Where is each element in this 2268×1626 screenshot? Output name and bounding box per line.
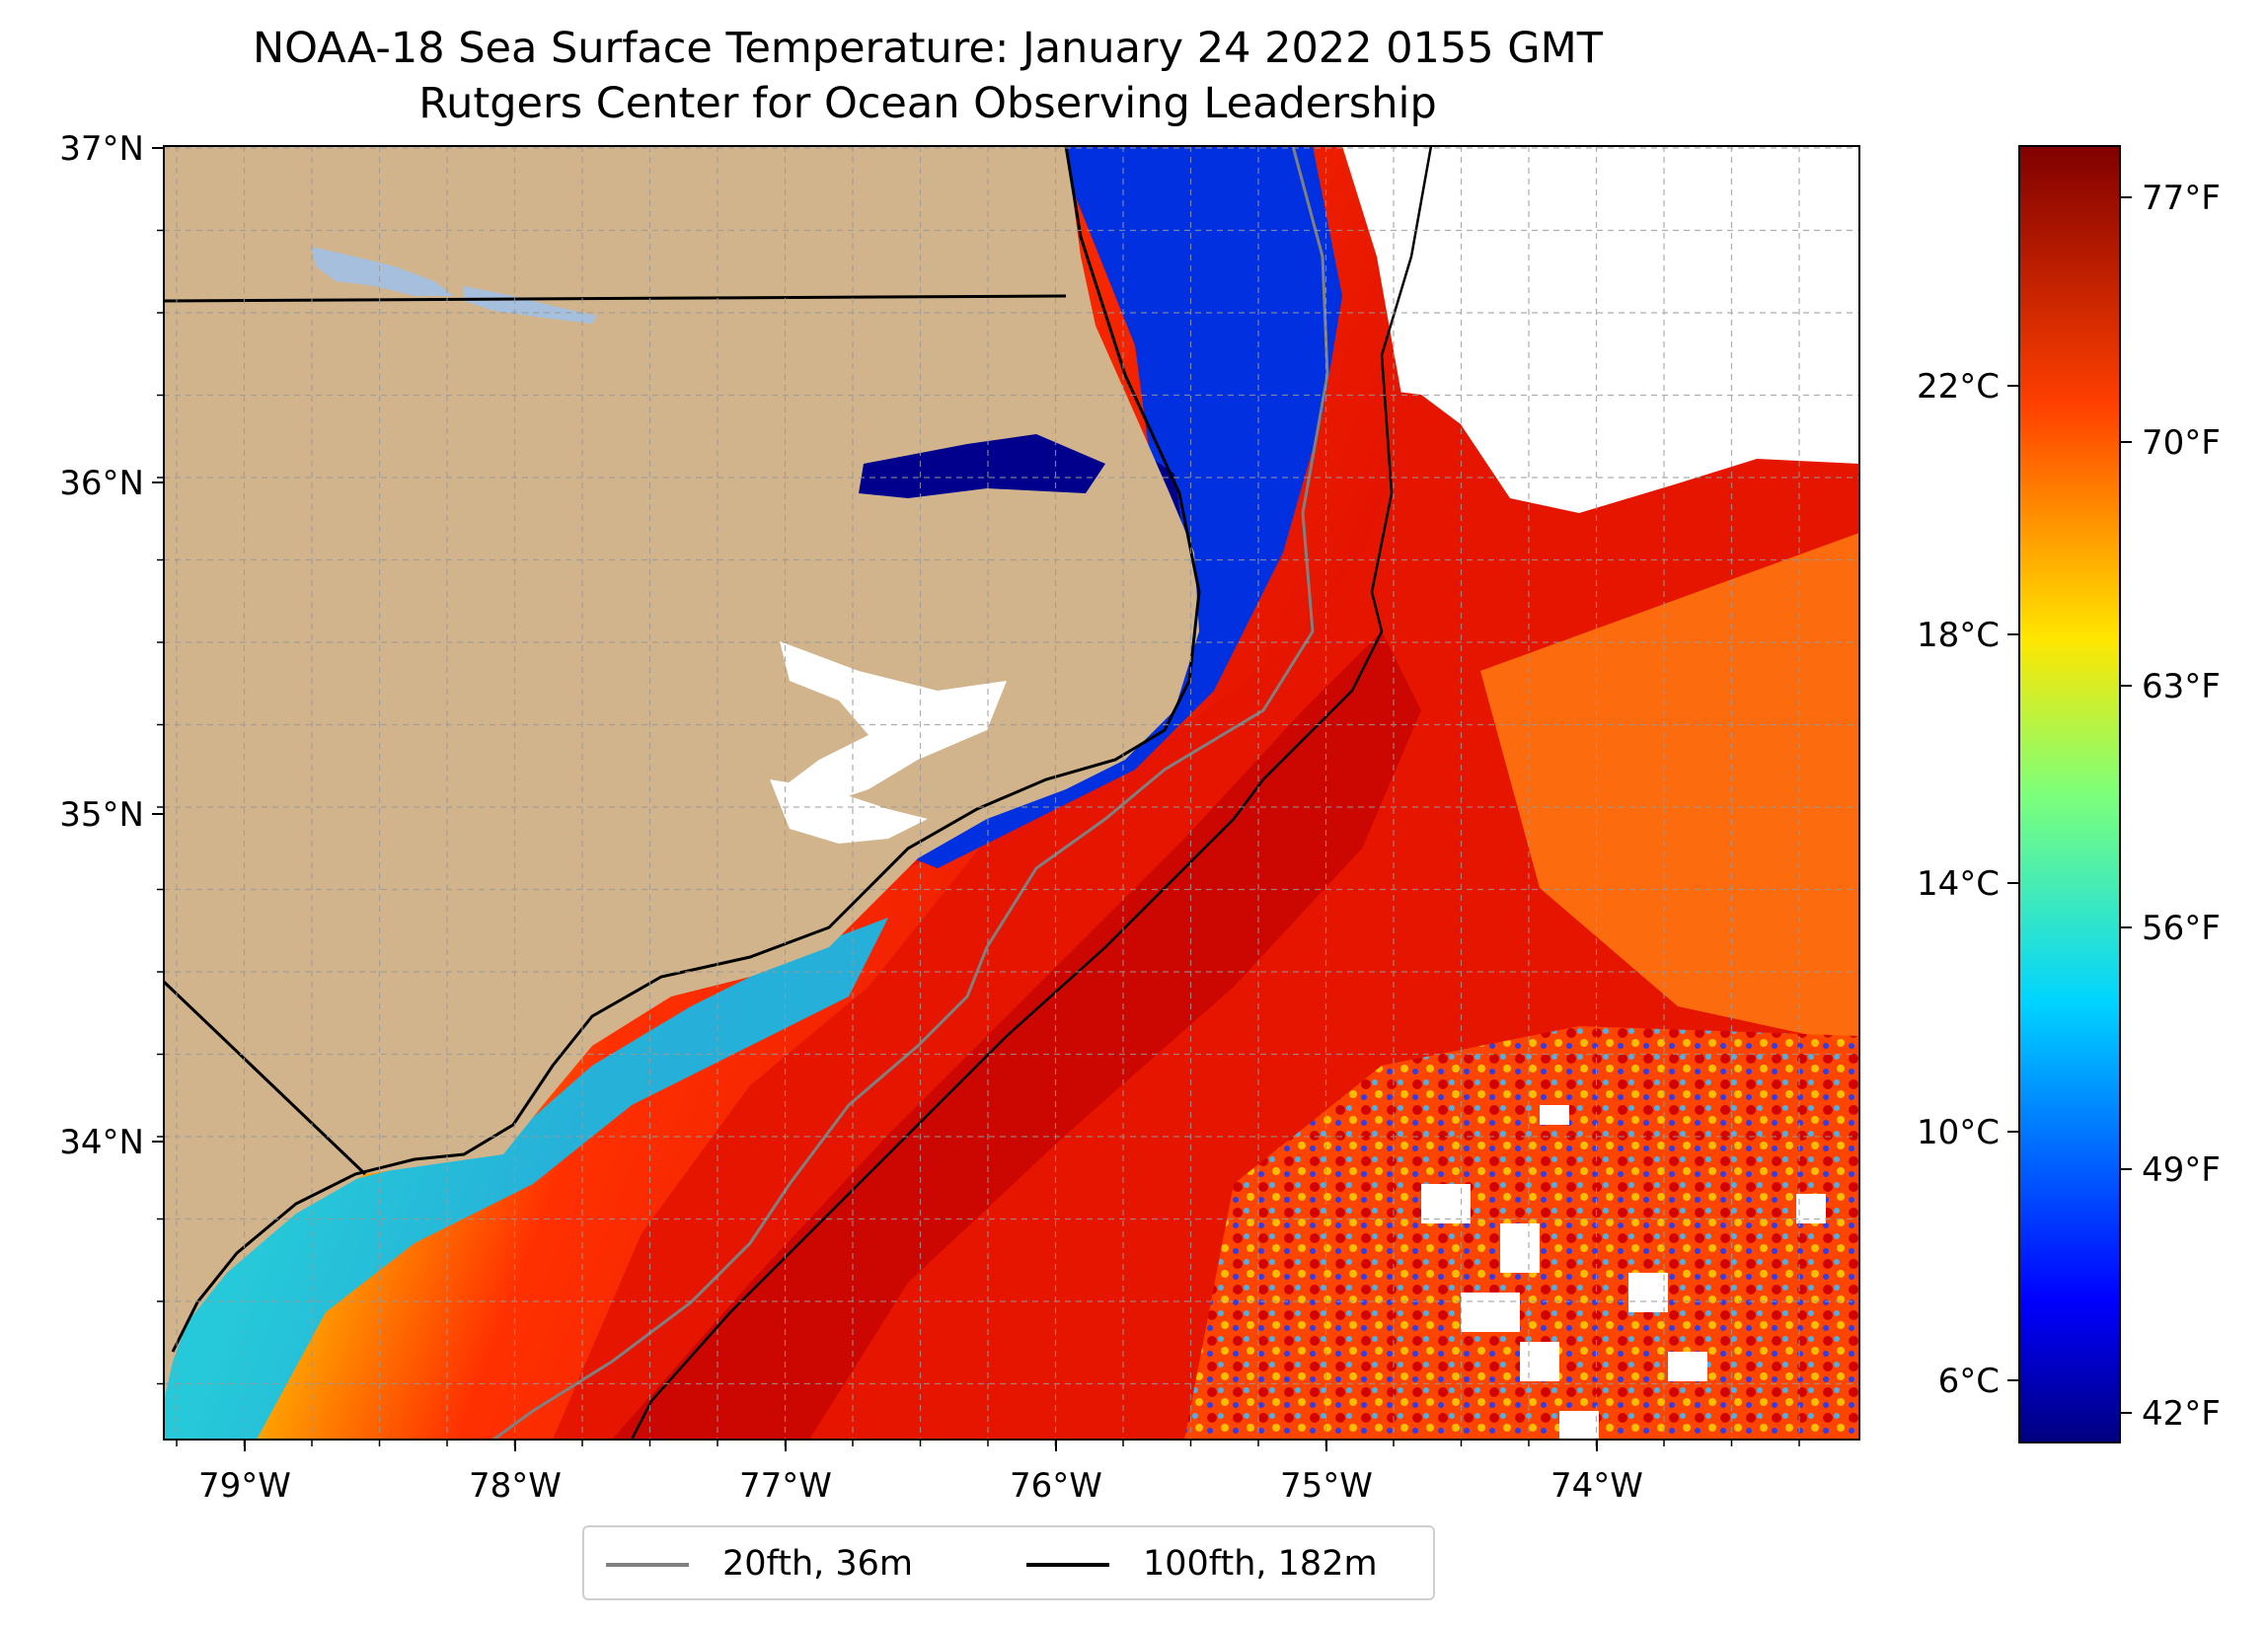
nc-sc-border (164, 980, 367, 1176)
figure-subtitle: Rutgers Center for Ocean Observing Leade… (418, 79, 1437, 128)
colorbar-celsius-label: 6°C (1938, 1362, 2000, 1401)
colorbar-celsius-label: 10°C (1917, 1113, 2000, 1152)
neuse-river-estuary (770, 779, 928, 844)
map-frame (163, 145, 1860, 1441)
lon-tick-label: 77°W (739, 1466, 832, 1506)
albemarle-sound (859, 434, 1105, 498)
lake-kerr (311, 247, 454, 296)
colorbar-celsius-label: 14°C (1917, 864, 2000, 904)
axis-ticks: 79°W 78°W 77°W 76°W 75°W 74°W 37°N 36°N 35°N 34°N (59, 129, 1800, 1506)
ocean-offshore-orange (1480, 533, 1859, 1046)
lon-tick-label: 76°W (1010, 1466, 1102, 1506)
legend: 20fth, 36m 100fth, 182m (582, 1525, 1435, 1600)
legend-label-100fth: 100fth, 182m (1143, 1544, 1378, 1584)
isobath-100fth (630, 146, 1433, 1440)
coastal-cyan-band (164, 918, 888, 1440)
va-nc-border (164, 294, 1067, 303)
figure-title: NOAA-18 Sea Surface Temperature: January… (253, 24, 1603, 73)
lat-tick-label: 35°N (59, 795, 144, 835)
colorbar-celsius-label: 22°C (1917, 367, 2000, 406)
ocean-cold-nearshore (888, 146, 1342, 868)
lake-gaston (464, 286, 597, 324)
legend-swatch-20fth (606, 1563, 689, 1567)
colorbar-fahrenheit-label: 42°F (2142, 1394, 2221, 1434)
lat-tick-label: 34°N (59, 1123, 144, 1162)
gridlines (164, 146, 1859, 1440)
lon-tick-label: 74°W (1550, 1466, 1643, 1506)
lon-tick-label: 75°W (1280, 1466, 1373, 1506)
colorbar-fahrenheit-label: 70°F (2142, 423, 2221, 463)
colorbar-fahrenheit-label: 63°F (2142, 667, 2221, 706)
colorbar-fahrenheit-label: 77°F (2142, 179, 2221, 218)
nodata-cloud-north (1313, 146, 1859, 513)
map-area (164, 146, 1859, 1440)
legend-label-20fth: 20fth, 36m (722, 1544, 914, 1584)
lat-tick-label: 36°N (59, 464, 144, 503)
lat-tick-label: 37°N (59, 129, 144, 169)
colorbar-ticks: 22°C 18°C 14°C 10°C 6°C 77°F 70°F 63°F 56°F 49°F 4… (1917, 179, 2221, 1434)
colorbar-celsius-label: 18°C (1917, 616, 2000, 655)
lon-tick-label: 78°W (469, 1466, 562, 1506)
colorbar-fahrenheit-label: 56°F (2142, 909, 2221, 948)
isobath-20fth (492, 146, 1329, 1440)
colorbar (2018, 145, 2121, 1443)
legend-swatch-100fth (1026, 1563, 1109, 1567)
lon-tick-label: 79°W (198, 1466, 291, 1506)
outer-banks-coastline (171, 146, 1201, 1353)
colorbar-fahrenheit-label: 49°F (2142, 1150, 2221, 1190)
nodata-cloud-patches (1421, 1105, 1826, 1440)
